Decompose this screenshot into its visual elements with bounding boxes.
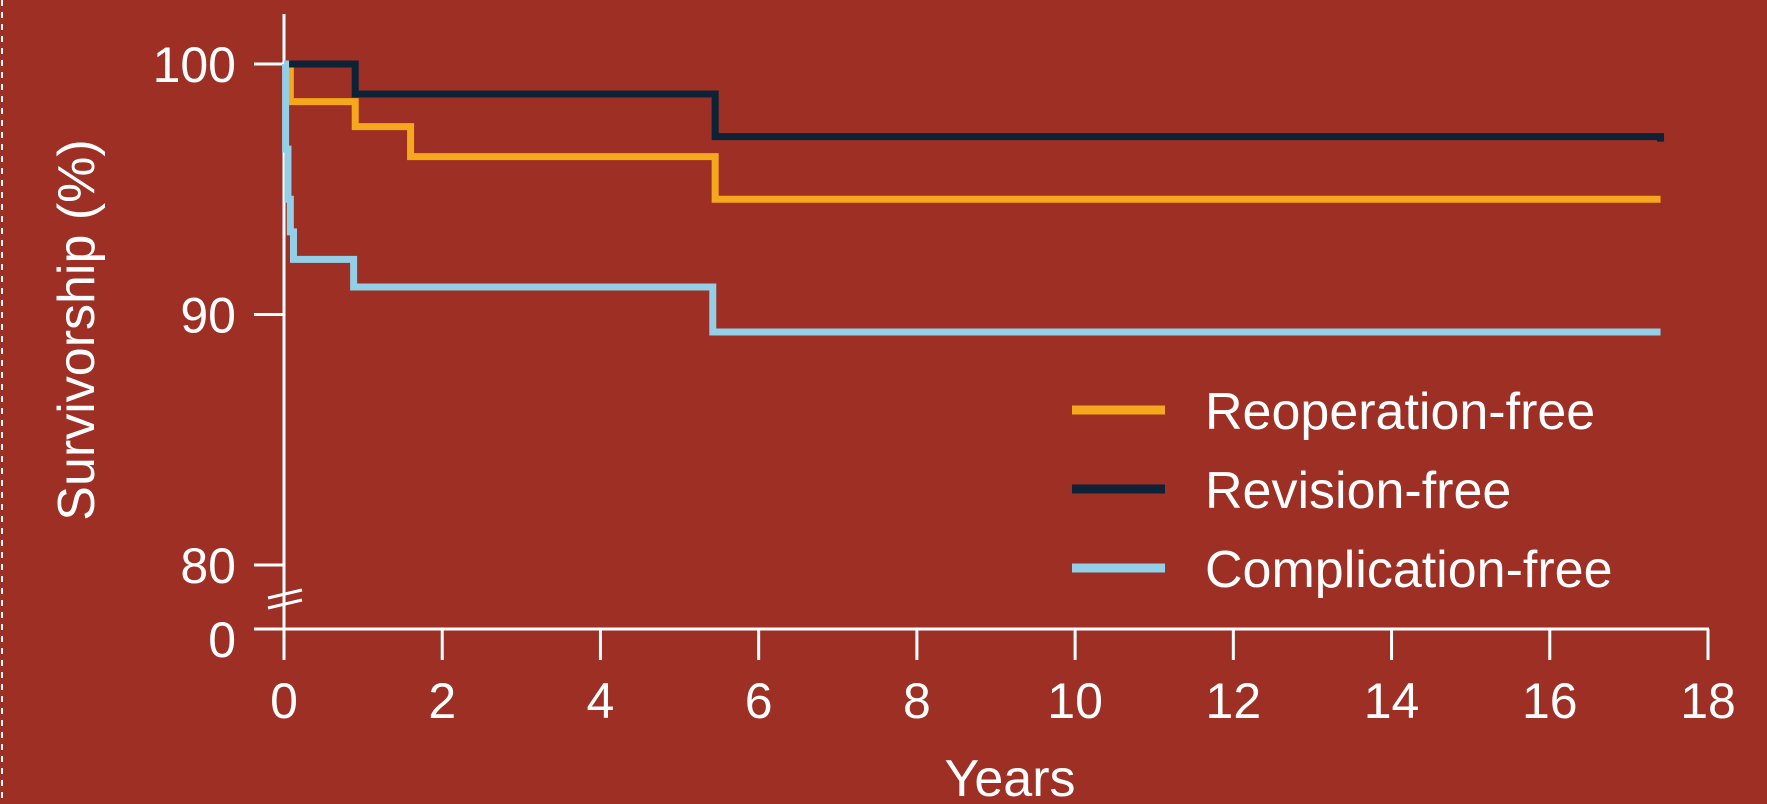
x-tick-label: 18 (1680, 673, 1736, 729)
x-tick-label: 16 (1522, 673, 1578, 729)
legend-label-revision-free: Revision-free (1205, 462, 1511, 520)
x-tick-label: 10 (1047, 673, 1103, 729)
x-tick-label: 12 (1206, 673, 1262, 729)
legend-label-reoperation-free: Reoperation-free (1205, 383, 1595, 441)
x-axis-title: Years (944, 750, 1075, 804)
y-baseline-tick-label: 0 (208, 612, 236, 668)
x-tick-label: 4 (587, 673, 615, 729)
axis-break-mark (267, 588, 303, 610)
x-tick-label: 6 (745, 673, 773, 729)
series-line-revision-free (284, 60, 1665, 142)
legend: Reoperation-free Revision-free Complicatio… (1072, 383, 1613, 599)
y-tick-label: 90 (180, 288, 236, 344)
y-tick-label: 100 (153, 37, 236, 93)
series-layer (282, 60, 1665, 336)
y-tick-label: 80 (180, 538, 236, 594)
x-tick-label: 14 (1364, 673, 1420, 729)
x-tick-label: 8 (903, 673, 931, 729)
legend-label-complication-free: Complication-free (1205, 541, 1613, 599)
axes: 0 2 4 6 8 10 12 14 16 18 80 90 100 0 (153, 14, 1736, 729)
series-line-complication-free (282, 60, 1661, 336)
y-ticks: 80 90 100 (153, 37, 284, 594)
x-tick-label: 2 (428, 673, 456, 729)
x-ticks: 0 2 4 6 8 10 12 14 16 18 (270, 629, 1736, 729)
series-line-reoperation-free (284, 60, 1661, 203)
y-axis-title: Survivorship (%) (48, 139, 106, 520)
x-tick-label: 0 (270, 673, 298, 729)
